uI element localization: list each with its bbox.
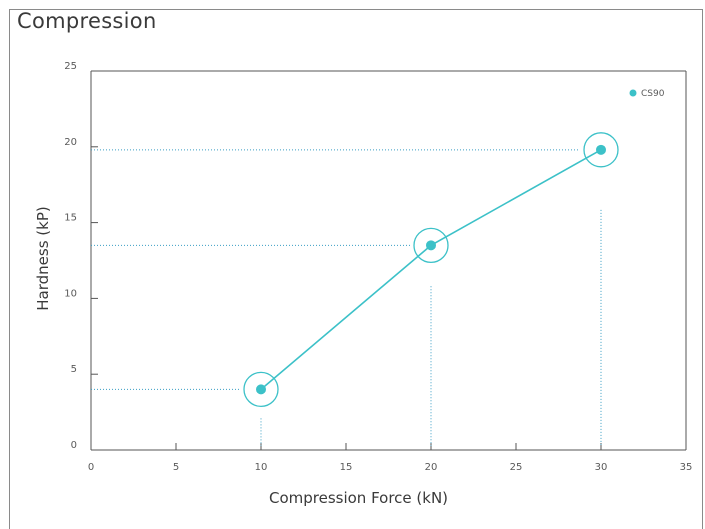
y-tick-label: 10	[64, 288, 77, 299]
x-tick-label: 35	[680, 462, 693, 473]
x-ticks: 0 5 10 15 20 25 30 35	[88, 443, 693, 473]
x-tick-label: 0	[88, 462, 94, 473]
data-point-ring	[243, 371, 279, 408]
x-tick-label: 25	[510, 462, 523, 473]
x-axis-title: Compression Force (kN)	[269, 489, 448, 507]
x-tick-label: 15	[340, 462, 353, 473]
data-point	[426, 240, 436, 251]
series-group	[243, 132, 619, 408]
data-point	[596, 144, 606, 155]
x-tick-label: 30	[595, 462, 608, 473]
guide-lines	[91, 149, 602, 446]
data-point	[256, 384, 266, 395]
data-point-ring	[413, 227, 449, 263]
y-tick-label: 0	[71, 440, 77, 451]
y-tick-label: 25	[64, 61, 77, 72]
legend-label: CS90	[641, 89, 665, 99]
legend-swatch	[629, 89, 637, 97]
y-axis-title: Hardness (kP)	[34, 206, 52, 310]
x-tick-label: 5	[173, 462, 179, 473]
y-ticks: 0 5 10 15 20 25	[64, 61, 98, 451]
chart-panel	[9, 9, 703, 529]
y-tick-label: 5	[71, 364, 77, 375]
x-tick-label: 10	[255, 462, 268, 473]
series-line-cs90	[260, 149, 602, 390]
legend: CS90	[629, 89, 665, 99]
axes	[90, 70, 687, 451]
compression-chart: 0 5 10 15 20 25 30 35 0 5 10 15 20 25 CS90 Compressi…	[34, 61, 693, 507]
panel-title: Compression	[17, 9, 157, 33]
y-tick-label: 20	[64, 137, 77, 148]
data-point-ring	[583, 132, 619, 168]
y-tick-label: 15	[64, 213, 77, 224]
x-tick-label: 20	[425, 462, 438, 473]
